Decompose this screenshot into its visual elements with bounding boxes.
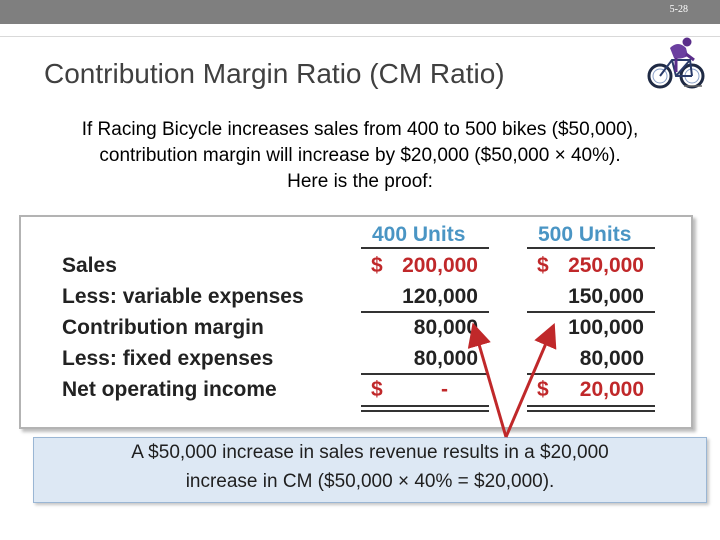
currency-symbol: $ — [371, 254, 383, 277]
header-underline — [361, 247, 489, 249]
subtotal-line — [361, 311, 489, 313]
fixed-expenses-500: 80,000 — [579, 347, 644, 370]
variable-expenses-400: 120,000 — [402, 285, 478, 308]
intro-line: contribution margin will increase by $20… — [99, 145, 621, 166]
currency-symbol: $ — [537, 254, 549, 277]
slide-title: Contribution Margin Ratio (CM Ratio) — [44, 58, 505, 89]
header-underline — [527, 247, 655, 249]
slide-number: 5-28 — [669, 4, 688, 15]
total-double-underline — [361, 410, 489, 412]
subtotal-line — [361, 373, 489, 375]
total-double-underline — [361, 405, 489, 407]
row-label-net-operating-income: Net operating income — [62, 378, 277, 401]
row-label-contribution-margin: Contribution margin — [62, 316, 264, 339]
row-label-sales: Sales — [62, 254, 117, 277]
intro-line: Here is the proof: — [287, 171, 433, 192]
currency-symbol: $ — [537, 378, 549, 401]
intro-text: If Racing Bicycle increases sales from 4… — [0, 117, 720, 195]
bicycle-rider-icon — [647, 37, 705, 89]
column-header-500: 500 Units — [538, 223, 632, 246]
sales-400: 200,000 — [402, 254, 478, 277]
row-label-fixed-expenses: Less: fixed expenses — [62, 347, 274, 370]
net-operating-income-400: - — [441, 378, 448, 401]
subtotal-line — [527, 373, 655, 375]
column-header-400: 400 Units — [372, 223, 466, 246]
subtotal-line — [527, 311, 655, 313]
income-statement-table: 400 Units 500 Units Sales $ 200,000 $ 25… — [19, 215, 693, 429]
callout-line: increase in CM ($50,000 × 40% = $20,000)… — [185, 471, 555, 492]
sales-500: 250,000 — [568, 254, 644, 277]
callout-line: A $50,000 increase in sales revenue resu… — [131, 442, 609, 463]
currency-symbol: $ — [371, 378, 383, 401]
top-bar: 5-28 — [0, 0, 720, 24]
divider — [0, 36, 720, 37]
net-operating-income-500: 20,000 — [579, 378, 644, 401]
intro-line: If Racing Bicycle increases sales from 4… — [81, 119, 639, 140]
row-label-variable-expenses: Less: variable expenses — [62, 285, 304, 308]
variable-expenses-500: 150,000 — [568, 285, 644, 308]
total-double-underline — [527, 405, 655, 407]
total-double-underline — [527, 410, 655, 412]
contribution-margin-400: 80,000 — [413, 316, 478, 339]
contribution-margin-500: 100,000 — [568, 316, 644, 339]
callout-box: A $50,000 increase in sales revenue resu… — [33, 437, 707, 503]
fixed-expenses-400: 80,000 — [413, 347, 478, 370]
